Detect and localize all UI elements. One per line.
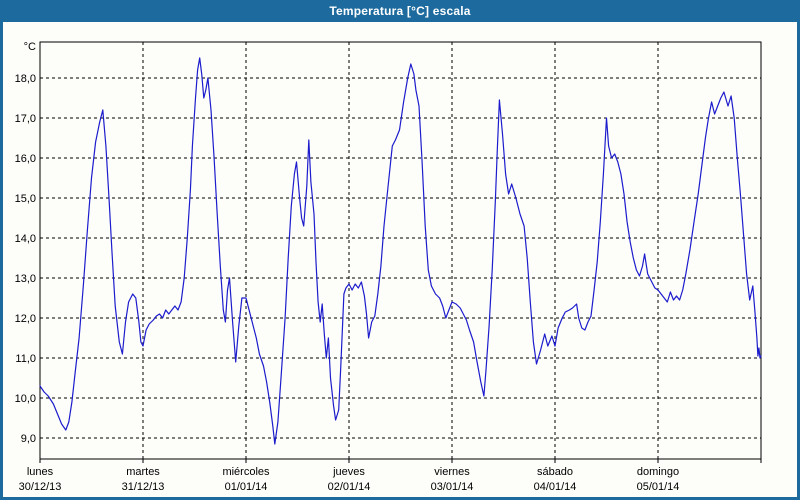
y-axis-tick-label: 13,0 bbox=[15, 273, 36, 285]
y-axis-tick-label: 17,0 bbox=[15, 113, 36, 125]
x-axis-day-label: lunes bbox=[27, 466, 54, 478]
y-axis-tick-label: 15,0 bbox=[15, 193, 36, 205]
window-titlebar: Temperatura [°C] escala bbox=[0, 0, 800, 22]
y-axis-tick-label: 16,0 bbox=[15, 153, 36, 165]
x-axis-day-label: martes bbox=[126, 466, 160, 478]
x-axis-date-label: 02/01/14 bbox=[328, 481, 371, 493]
window-title: Temperatura [°C] escala bbox=[329, 4, 471, 18]
x-axis-day-label: sábado bbox=[537, 466, 573, 478]
x-axis-date-label: 31/12/13 bbox=[122, 481, 165, 493]
y-axis-tick-label: 18,0 bbox=[15, 73, 36, 85]
y-axis-tick-label: 9,0 bbox=[21, 433, 36, 445]
temperature-series-line bbox=[39, 57, 762, 445]
x-axis-day-label: miércoles bbox=[222, 466, 270, 478]
y-axis-tick-label: 12,0 bbox=[15, 313, 36, 325]
x-axis-day-label: viernes bbox=[434, 466, 470, 478]
y-axis-unit-label: °C bbox=[24, 41, 36, 53]
x-axis-date-label: 30/12/13 bbox=[19, 481, 62, 493]
x-axis-date-label: 03/01/14 bbox=[431, 481, 474, 493]
x-axis-date-label: 05/01/14 bbox=[637, 481, 680, 493]
y-axis-tick-label: 14,0 bbox=[15, 233, 36, 245]
plot-frame bbox=[39, 41, 762, 460]
x-axis-date-label: 01/01/14 bbox=[225, 481, 268, 493]
x-axis-day-label: domingo bbox=[637, 466, 679, 478]
y-axis-tick-label: 11,0 bbox=[15, 353, 36, 365]
x-axis-date-label: 04/01/14 bbox=[534, 481, 577, 493]
y-axis-tick-label: 10,0 bbox=[15, 393, 36, 405]
x-axis-day-label: jueves bbox=[332, 466, 365, 478]
chart-background bbox=[3, 22, 797, 497]
